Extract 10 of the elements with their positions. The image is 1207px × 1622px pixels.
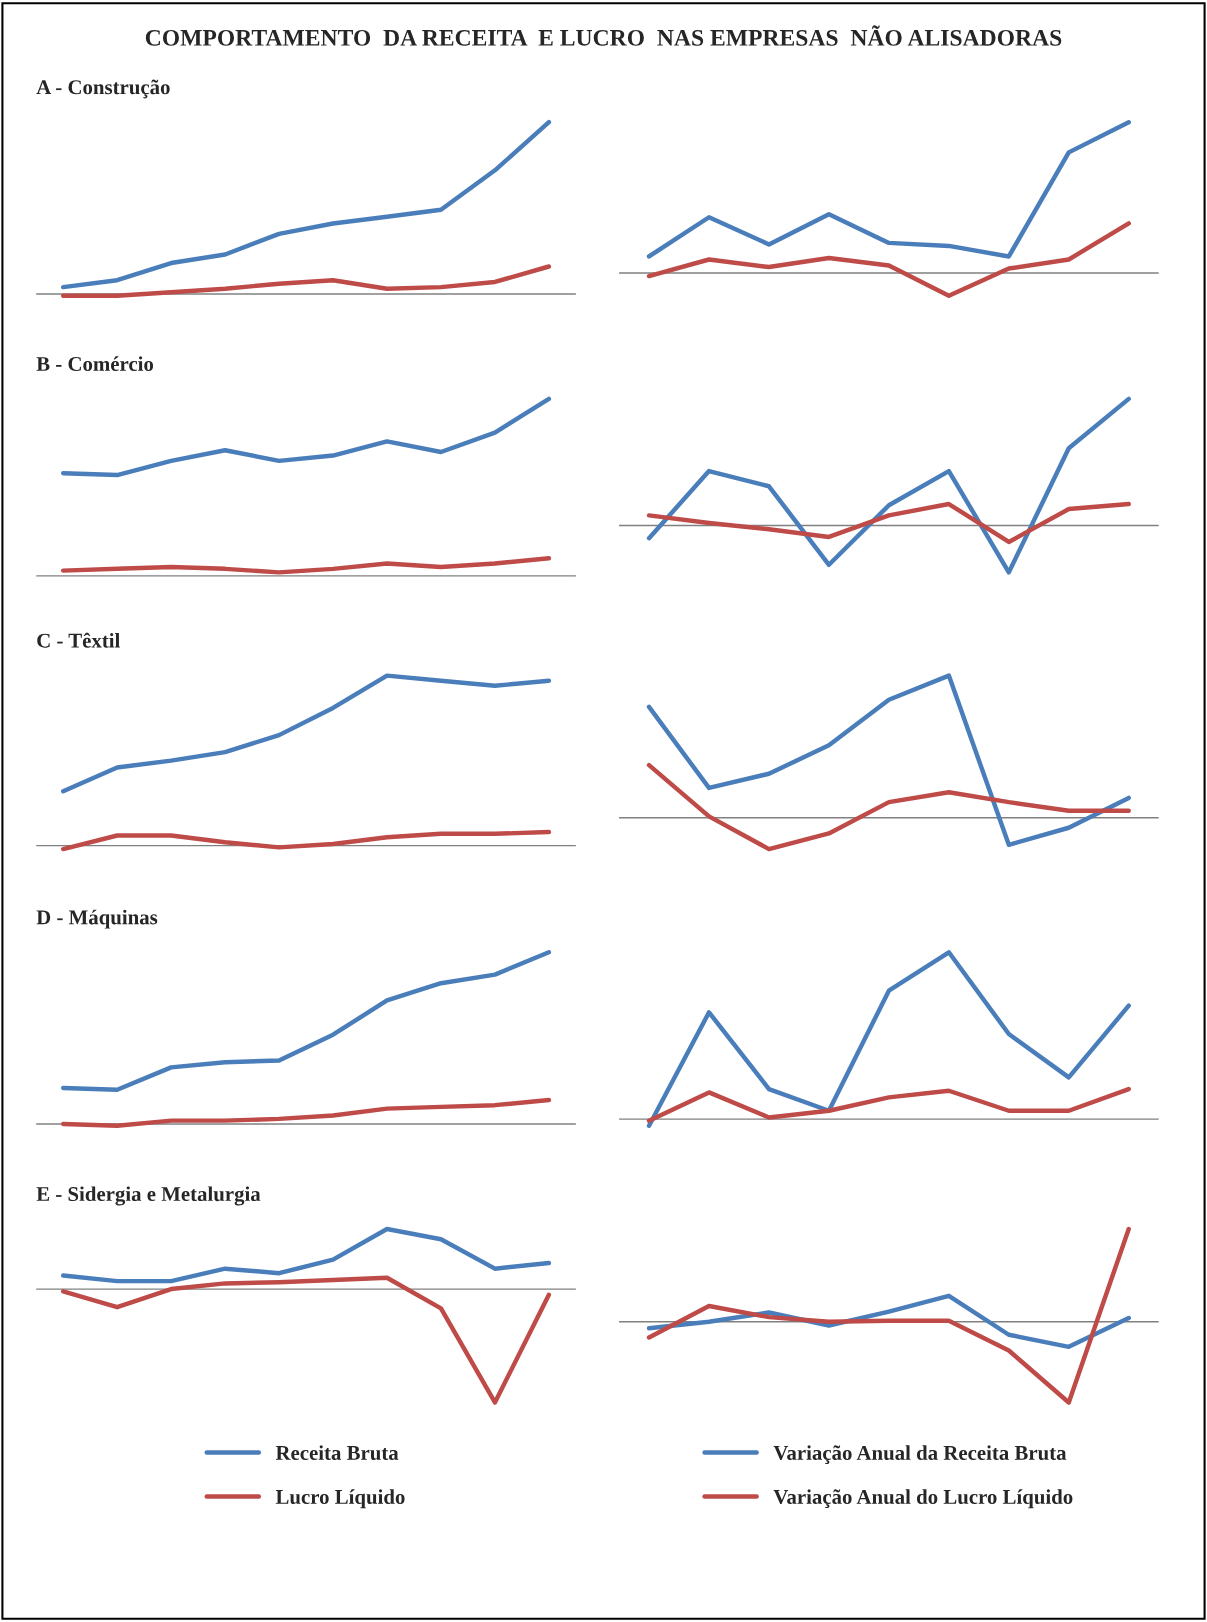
chart-subtitle: A - Construção (36, 79, 170, 99)
legend-label: Lucro Líquido (275, 1489, 405, 1509)
chart-subtitle: C - Têxtil (37, 632, 120, 648)
chart-subtitle: D - Máquinas (36, 909, 158, 929)
chart-subtitle: E - Sidergia e Metalurgia (36, 1186, 261, 1206)
legend-label: Variação Anual do Lucro Líquido (773, 1489, 1073, 1509)
legend-label: Receita Bruta (275, 1445, 399, 1460)
chart-subtitle: B - Comércio (36, 356, 154, 371)
chart-title: COMPORTAMENTO DA RECEITA E LUCRO NAS EMPRESAS NÃO ALISADORAS (145, 25, 1062, 46)
legend-label: Variação Anual da Receita Bruta (773, 1445, 1067, 1465)
